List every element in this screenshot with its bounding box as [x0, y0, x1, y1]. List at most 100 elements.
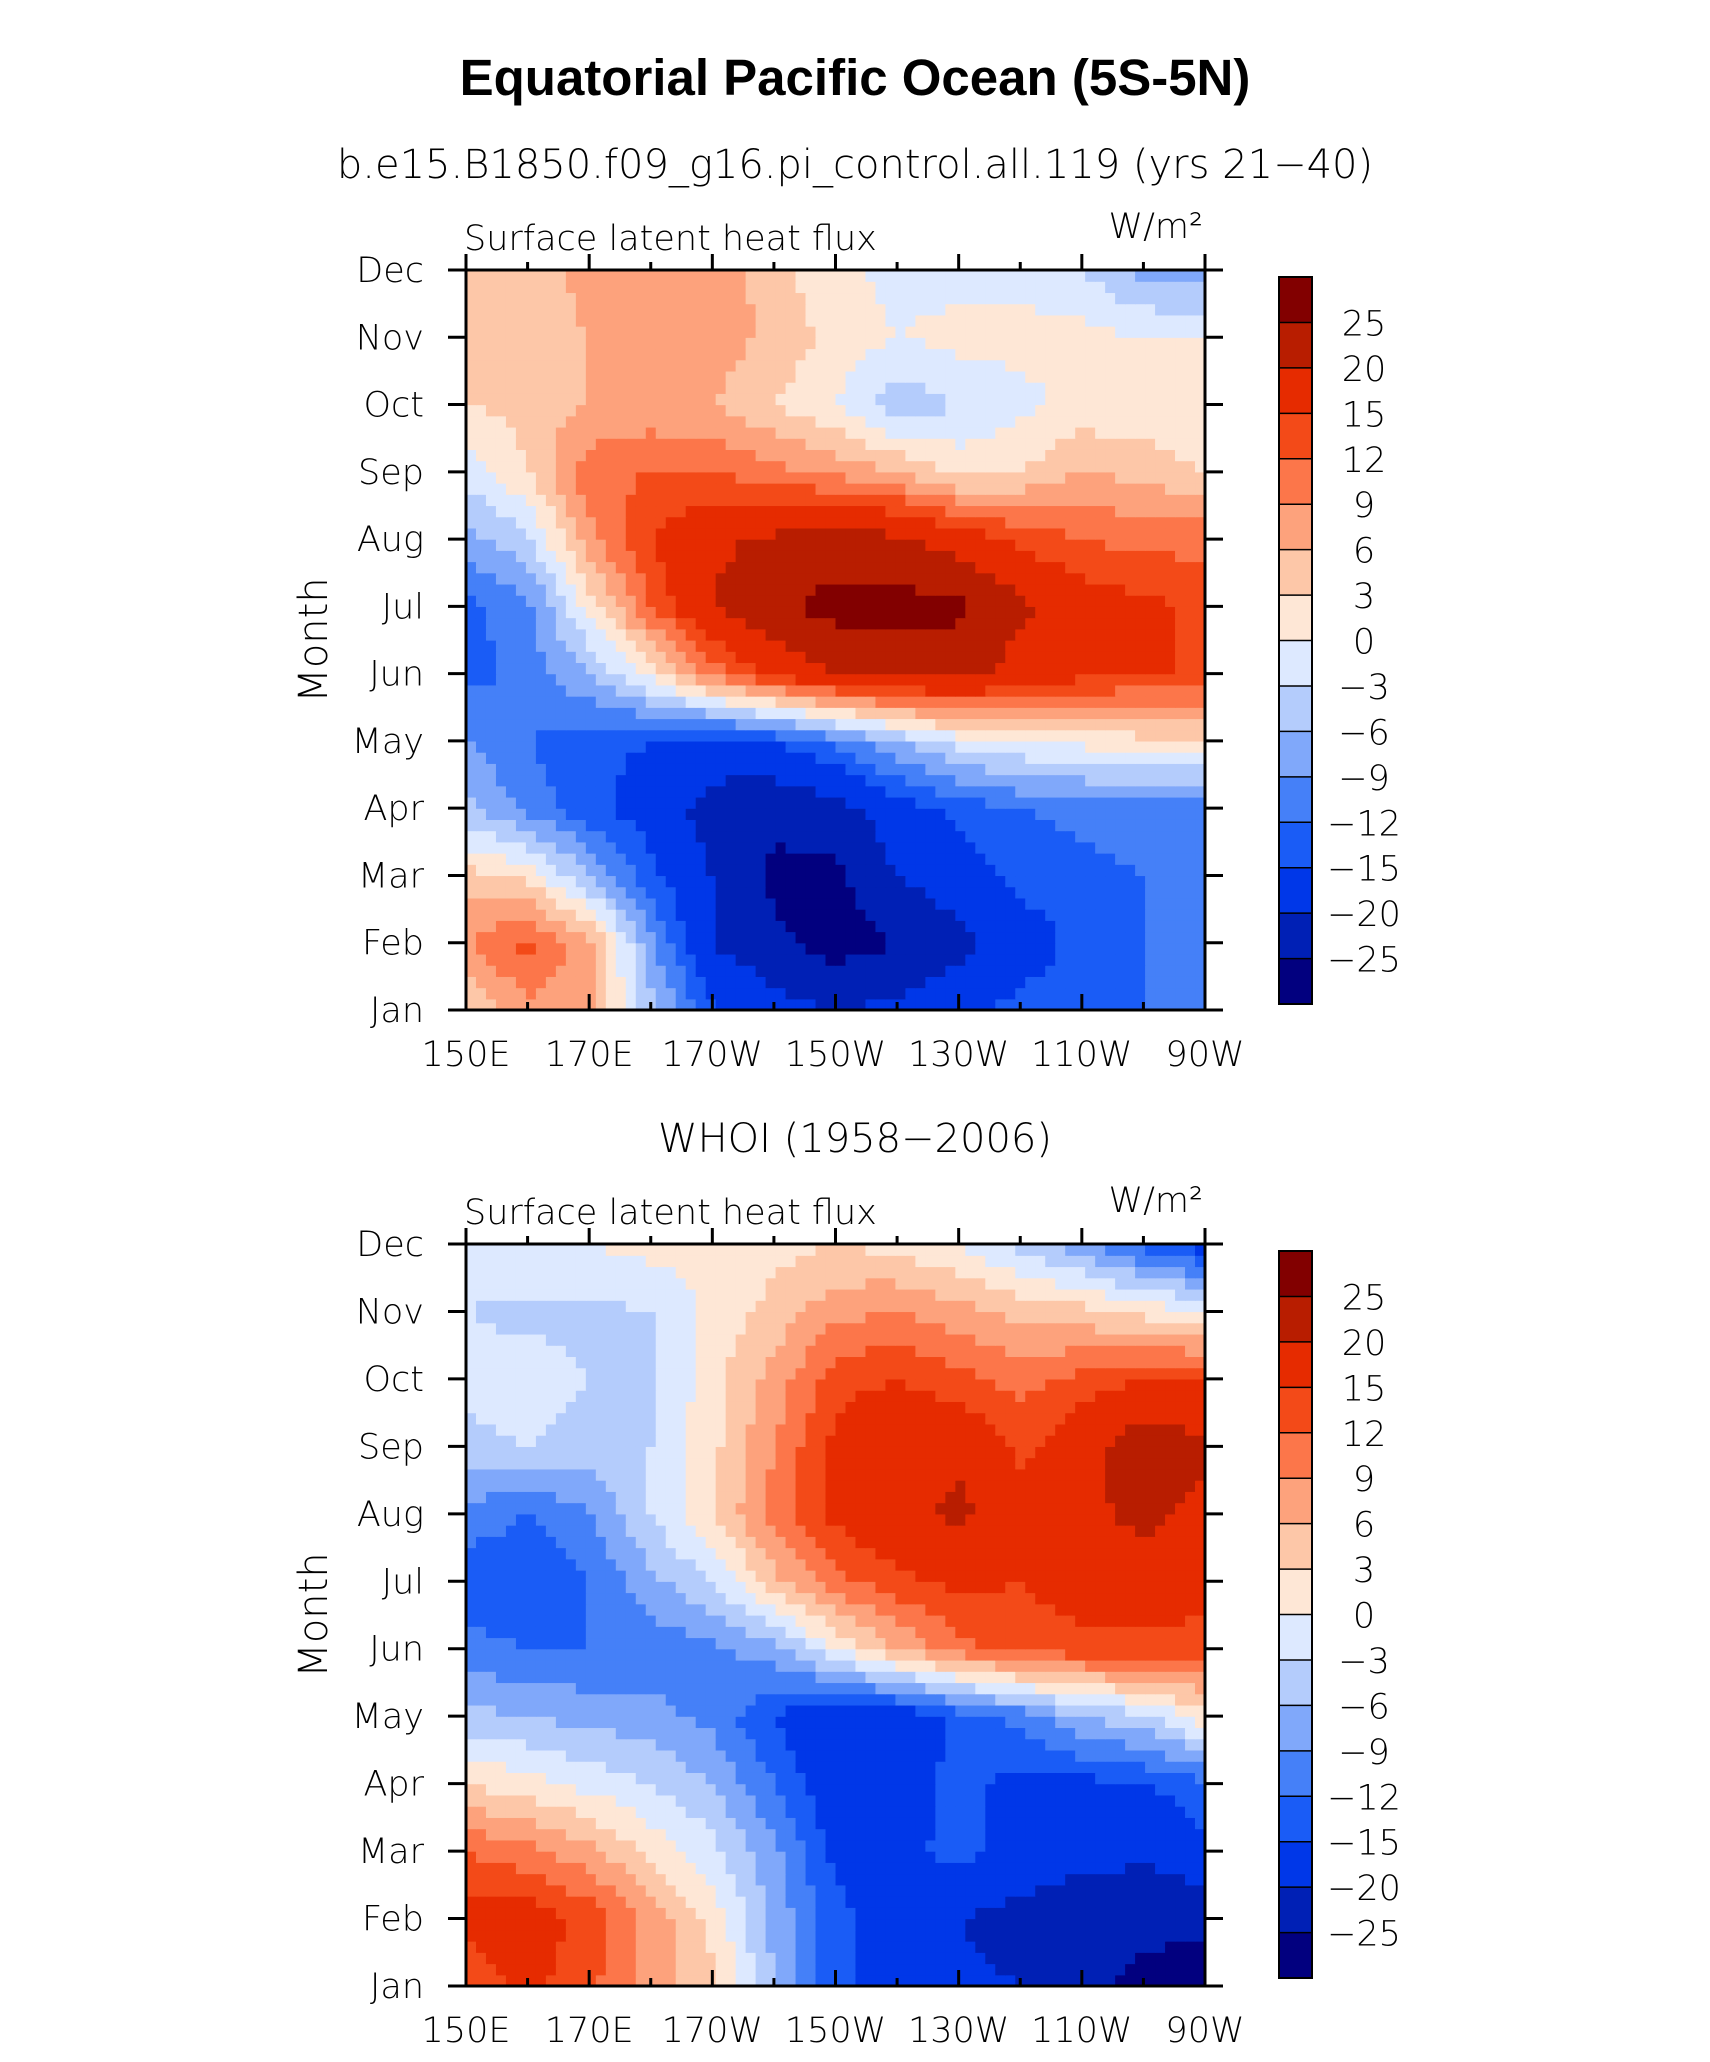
heatmap-cell [725, 920, 737, 933]
heatmap-cell [495, 404, 507, 417]
heatmap-cell [895, 830, 907, 843]
heatmap-cell [585, 662, 597, 675]
heatmap-cell [825, 595, 837, 607]
heatmap-cell [515, 460, 527, 473]
heatmap-cell [1135, 415, 1146, 428]
heatmap-cell [1075, 752, 1086, 764]
heatmap-cell [585, 886, 597, 899]
heatmap-cell [1175, 505, 1186, 518]
heatmap-cell [1035, 785, 1046, 798]
heatmap-cell [985, 550, 996, 563]
heatmap-cell [935, 931, 946, 944]
heatmap-cell [605, 595, 617, 607]
heatmap-cell [1135, 785, 1146, 798]
heatmap-cell [765, 920, 777, 933]
y-tick-label: Apr [363, 789, 424, 829]
heatmap-cell [1075, 920, 1086, 933]
heatmap-cell [645, 393, 657, 406]
heatmap-cell [735, 976, 747, 989]
heatmap-cell [885, 965, 897, 977]
heatmap-cell [695, 976, 707, 989]
heatmap-cell [605, 864, 617, 877]
heatmap-cell [875, 651, 887, 664]
heatmap-cell [965, 382, 976, 394]
heatmap-cell [875, 662, 887, 675]
heatmap-cell [695, 438, 707, 450]
heatmap-cell [955, 370, 966, 383]
heatmap-cell [955, 976, 966, 989]
heatmap-cell [975, 931, 986, 944]
heatmap-cell [845, 382, 857, 394]
heatmap-cell [535, 819, 547, 832]
heatmap-cell [1015, 281, 1026, 294]
heatmap-cell [655, 819, 667, 832]
heatmap-cell [655, 740, 667, 753]
heatmap-cell [915, 897, 926, 910]
heatmap-cell [1195, 449, 1206, 462]
heatmap-cell [1035, 281, 1046, 294]
heatmap-cell [945, 314, 956, 327]
heatmap-cell [845, 438, 857, 450]
heatmap-cell [1015, 494, 1026, 507]
heatmap-cell [1195, 572, 1206, 585]
heatmap-cell [1035, 886, 1046, 899]
heatmap-cell [475, 752, 487, 764]
heatmap-cell [805, 348, 817, 361]
heatmap-cell [1145, 684, 1156, 697]
heatmap-cell [1035, 527, 1046, 540]
heatmap-cell [805, 415, 817, 428]
heatmap-cell [1115, 819, 1126, 832]
heatmap-cell [1065, 449, 1076, 462]
heatmap-cell [615, 516, 627, 529]
heatmap-cell [1005, 830, 1016, 843]
heatmap-cell [795, 864, 807, 877]
heatmap-cell [985, 494, 996, 507]
heatmap-cell [565, 796, 577, 809]
heatmap-cell [865, 651, 877, 664]
heatmap-cell [735, 763, 747, 776]
heatmap-cell [1075, 337, 1086, 350]
heatmap-cell [555, 740, 567, 753]
heatmap-cell [665, 516, 677, 529]
heatmap-cell [715, 684, 727, 697]
heatmap-cell [885, 696, 897, 708]
heatmap-cell [815, 673, 827, 686]
heatmap-cell [1155, 460, 1166, 473]
heatmap-cell [935, 505, 946, 518]
heatmap-cell [845, 729, 857, 742]
heatmap-cell [715, 460, 727, 473]
heatmap-cell [975, 270, 986, 282]
heatmap-cell [505, 359, 517, 372]
heatmap-cell [1125, 796, 1136, 809]
heatmap-cell [1025, 471, 1036, 484]
heatmap-cell [815, 931, 827, 944]
heatmap-cell [555, 953, 567, 966]
heatmap-cell [555, 640, 567, 652]
heatmap-cell [1045, 875, 1056, 888]
heatmap-cell [1025, 718, 1036, 731]
heatmap-cell [1155, 909, 1166, 921]
heatmap-cell [935, 998, 946, 1011]
heatmap-cell [835, 438, 847, 450]
heatmap-cell [865, 796, 877, 809]
heatmap-cell [685, 460, 697, 473]
heatmap-cell [595, 976, 607, 989]
heatmap-cell [535, 696, 547, 708]
heatmap-cell [965, 853, 976, 865]
heatmap-cell [525, 628, 537, 641]
heatmap-cell [485, 920, 497, 933]
heatmap-cell [815, 942, 827, 955]
heatmap-cell [1055, 673, 1066, 686]
heatmap-cell [655, 415, 667, 428]
x-tick-label: 150E [422, 1035, 511, 1075]
heatmap-cell [795, 987, 807, 1000]
heatmap-cell [575, 696, 587, 708]
heatmap-cell [1105, 853, 1116, 865]
heatmap-cell [795, 696, 807, 708]
heatmap-cell [545, 471, 557, 484]
heatmap-cell [985, 752, 996, 764]
heatmap-cell [475, 931, 487, 944]
heatmap-cell [655, 572, 667, 585]
heatmap-cell [995, 897, 1006, 910]
heatmap-cell [1155, 651, 1166, 664]
